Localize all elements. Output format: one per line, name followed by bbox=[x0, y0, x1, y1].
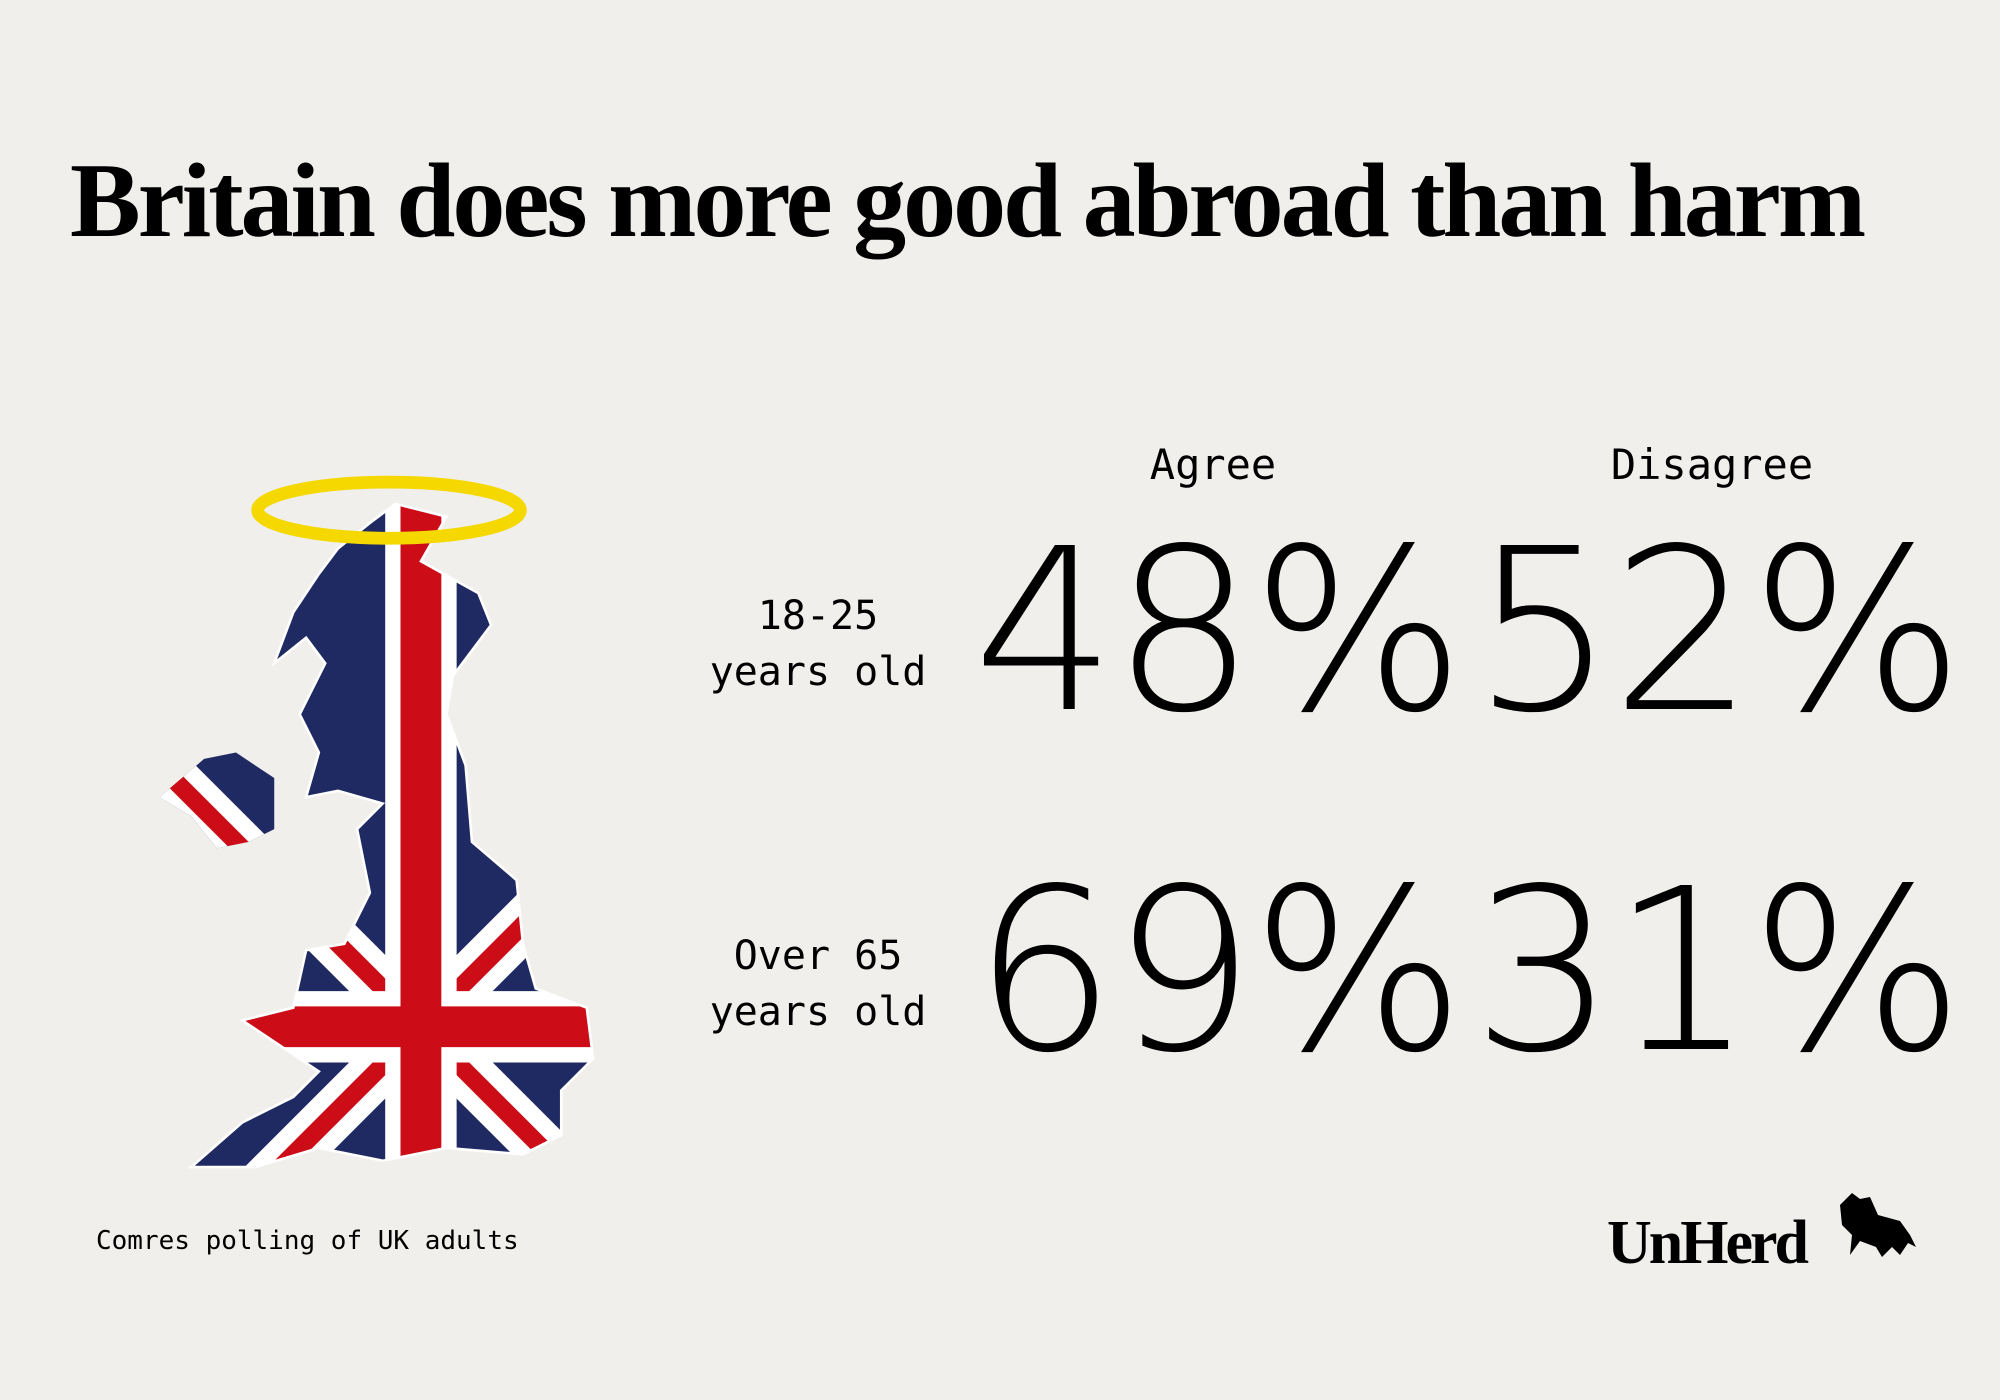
row-label-line: Over 65 bbox=[733, 933, 903, 979]
logo: UnHerd bbox=[1607, 1209, 1809, 1277]
row-label-line: years old bbox=[709, 989, 927, 1035]
stat-value: 52% bbox=[1472, 501, 1964, 763]
stat-value: 48% bbox=[973, 501, 1465, 763]
row-label-line: 18-25 bbox=[757, 593, 879, 639]
stat-value: 31% bbox=[1472, 841, 1964, 1103]
source-note: Comres polling of UK adults bbox=[96, 1226, 519, 1256]
stat-value: 69% bbox=[973, 841, 1465, 1103]
column-header: Disagree bbox=[1610, 440, 1814, 489]
uk-map bbox=[159, 475, 595, 1169]
row-label: 18-25 years old bbox=[638, 588, 998, 700]
title: Britain does more good abroad than harm bbox=[70, 142, 1866, 259]
logo-icon bbox=[1840, 1193, 1916, 1257]
row-label-line: years old bbox=[709, 649, 927, 695]
row-label: Over 65 years old bbox=[638, 928, 998, 1040]
column-header: Agree bbox=[1149, 440, 1277, 489]
